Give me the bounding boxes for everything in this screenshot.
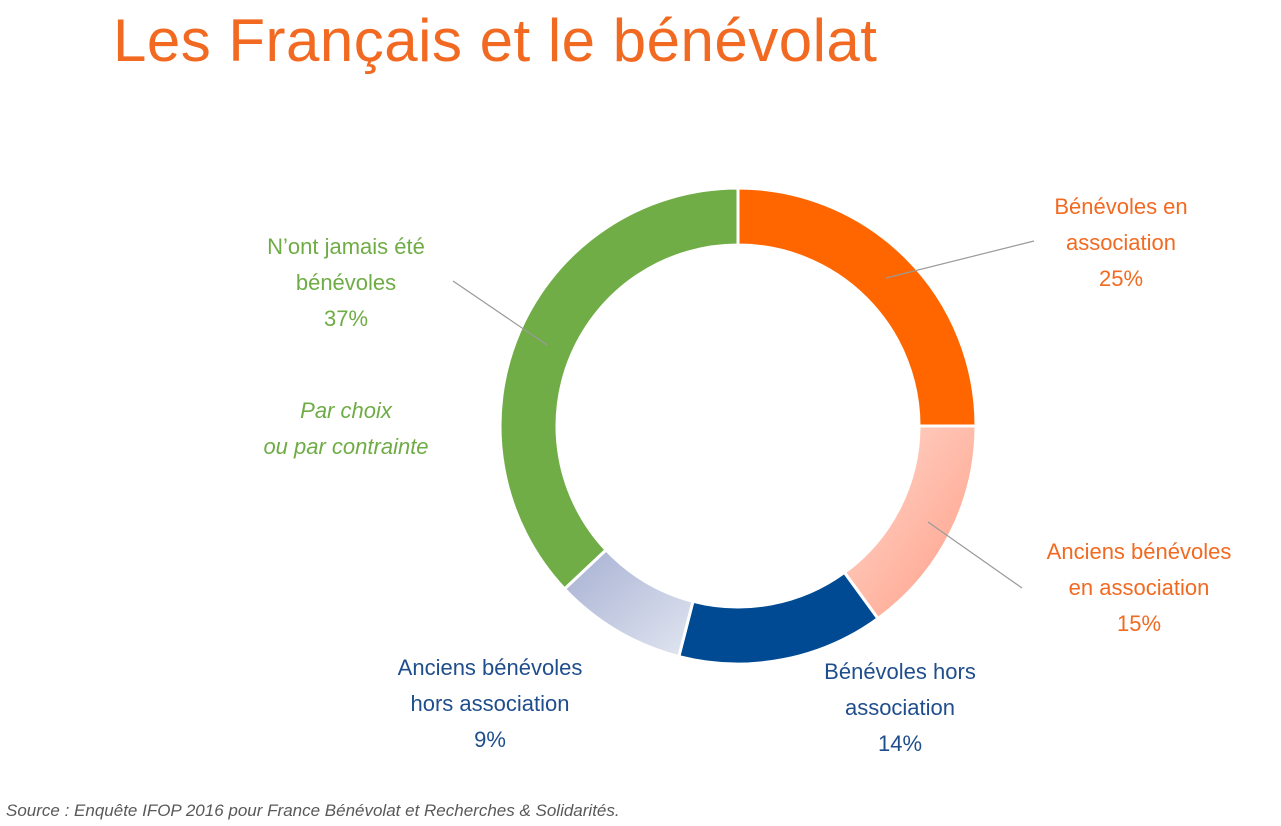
- slice-label-line: Anciens bénévoles: [1046, 539, 1232, 564]
- slice-label-nont-jamais-ete-benevoles: N’ont jamais été bénévoles 37%: [236, 229, 456, 337]
- slice-label-line: hors association: [410, 691, 570, 716]
- leader-line-nont-jamais-ete-benevoles: [452, 280, 548, 346]
- leader-line-anciens-benevoles-en-association: [927, 521, 1023, 589]
- page-title: Les Français et le bénévolat: [113, 7, 878, 74]
- slice-label-line: N’ont jamais été: [267, 234, 425, 259]
- slice-value-label: 14%: [877, 731, 923, 756]
- slice-label-anciens-benevoles-hors-association: Anciens bénévoles hors association 9%: [376, 650, 604, 758]
- slice-label-benevoles-en-association: Bénévoles en association 25%: [1031, 189, 1211, 297]
- slice-label-benevoles-hors-association: Bénévoles hors association 14%: [800, 654, 1000, 762]
- slice-value-label: 25%: [1098, 266, 1144, 291]
- source-note: Source : Enquête IFOP 2016 pour France B…: [6, 801, 620, 820]
- slice-benevoles-hors-association: [676, 570, 880, 666]
- slice-label-line: en association: [1068, 575, 1210, 600]
- slice-nont-jamais-ete-benevoles: [498, 186, 740, 592]
- slice-label-line: Bénévoles hors: [824, 659, 976, 684]
- slice-anciens-benevoles-en-association: [842, 424, 978, 621]
- annotation-line: ou par contrainte: [263, 434, 429, 459]
- slice-label-line: bénévoles: [295, 270, 397, 295]
- annotation-par-choix: Par choix ou par contrainte: [236, 393, 456, 465]
- slice-value-label: 9%: [474, 727, 506, 752]
- slice-value-label: 15%: [1116, 611, 1162, 636]
- slice-label-line: Bénévoles en: [1054, 194, 1188, 219]
- slice-value-label: 37%: [323, 306, 369, 331]
- slice-benevoles-en-association: [736, 186, 978, 428]
- slice-label-line: association: [1065, 230, 1177, 255]
- slice-label-anciens-benevoles-en-association: Anciens bénévoles en association 15%: [1023, 534, 1255, 642]
- leader-line-benevoles-en-association: [885, 240, 1035, 279]
- annotation-line: Par choix: [300, 398, 392, 423]
- slice-label-line: association: [844, 695, 956, 720]
- slice-label-line: Anciens bénévoles: [397, 655, 583, 680]
